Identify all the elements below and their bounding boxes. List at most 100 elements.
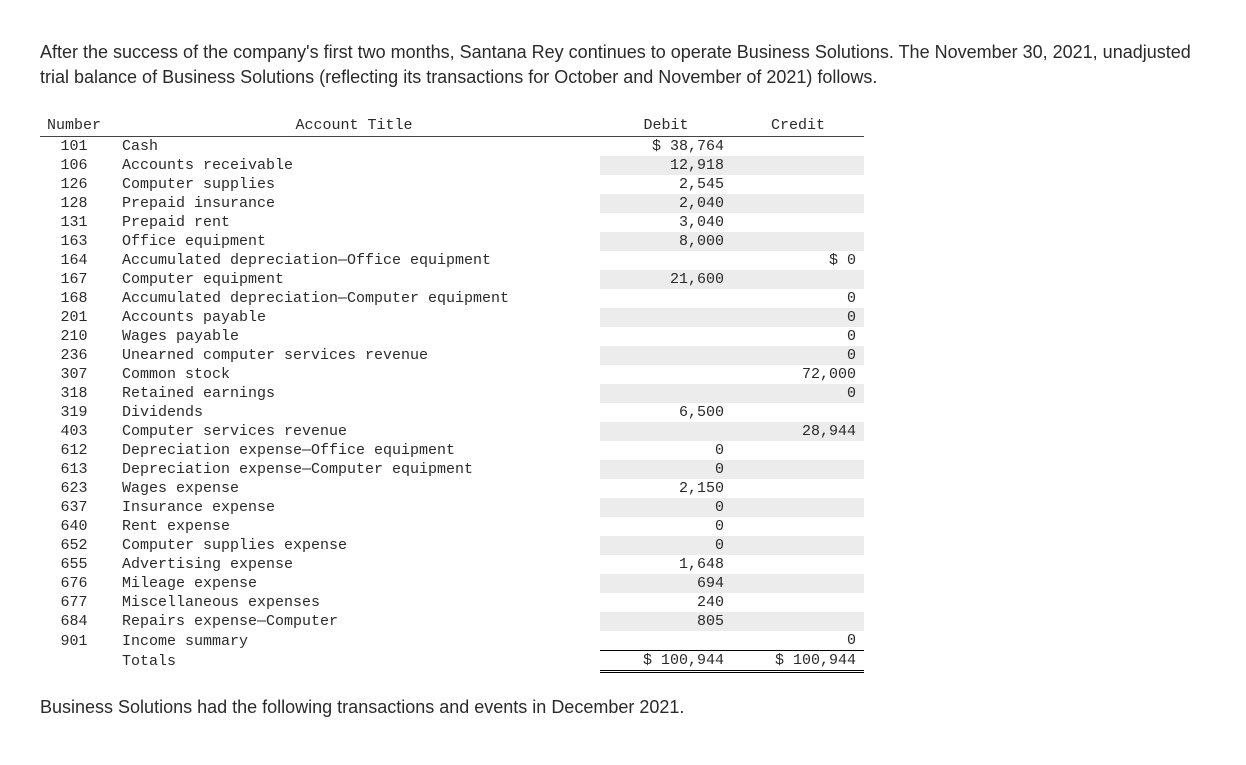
cell-number: 677	[40, 593, 108, 612]
cell-totals-debit: $ 100,944	[600, 651, 732, 672]
table-row: 167Computer equipment21,600	[40, 270, 864, 289]
cell-credit	[732, 441, 864, 460]
cell-account-title: Unearned computer services revenue	[108, 346, 600, 365]
cell-number: 901	[40, 631, 108, 651]
cell-account-title: Computer supplies	[108, 175, 600, 194]
cell-account-title: Prepaid insurance	[108, 194, 600, 213]
intro-paragraph: After the success of the company's first…	[40, 40, 1200, 90]
cell-account-title: Repairs expense—Computer	[108, 612, 600, 631]
cell-account-title: Insurance expense	[108, 498, 600, 517]
cell-number: 210	[40, 327, 108, 346]
cell-number: 613	[40, 460, 108, 479]
cell-debit: 1,648	[600, 555, 732, 574]
cell-number: 684	[40, 612, 108, 631]
cell-number: 623	[40, 479, 108, 498]
cell-totals-credit: $ 100,944	[732, 651, 864, 672]
cell-number: 307	[40, 365, 108, 384]
cell-account-title: Accounts payable	[108, 308, 600, 327]
cell-debit	[600, 308, 732, 327]
cell-credit	[732, 517, 864, 536]
cell-credit	[732, 593, 864, 612]
cell-credit	[732, 536, 864, 555]
table-row: 164Accumulated depreciation—Office equip…	[40, 251, 864, 270]
cell-credit	[732, 232, 864, 251]
cell-account-title: Depreciation expense—Computer equipment	[108, 460, 600, 479]
cell-debit: 240	[600, 593, 732, 612]
table-row: 652Computer supplies expense0	[40, 536, 864, 555]
cell-debit: 694	[600, 574, 732, 593]
cell-credit	[732, 479, 864, 498]
table-totals-row: Totals$ 100,944$ 100,944	[40, 651, 864, 672]
cell-debit: 0	[600, 517, 732, 536]
cell-credit: 0	[732, 289, 864, 308]
table-row: 163Office equipment8,000	[40, 232, 864, 251]
table-header-row: Number Account Title Debit Credit	[40, 114, 864, 137]
table-row: 168Accumulated depreciation—Computer equ…	[40, 289, 864, 308]
cell-debit: 0	[600, 498, 732, 517]
table-row: 676Mileage expense694	[40, 574, 864, 593]
cell-number: 676	[40, 574, 108, 593]
table-row: 106Accounts receivable12,918	[40, 156, 864, 175]
table-row: 307Common stock72,000	[40, 365, 864, 384]
col-header-debit: Debit	[600, 114, 732, 137]
cell-account-title: Rent expense	[108, 517, 600, 536]
table-row: 612Depreciation expense—Office equipment…	[40, 441, 864, 460]
cell-credit: 28,944	[732, 422, 864, 441]
cell-debit	[600, 384, 732, 403]
cell-credit	[732, 137, 864, 157]
cell-number: 319	[40, 403, 108, 422]
cell-credit	[732, 574, 864, 593]
cell-credit	[732, 156, 864, 175]
cell-number: 318	[40, 384, 108, 403]
cell-debit: 0	[600, 441, 732, 460]
cell-debit: 8,000	[600, 232, 732, 251]
cell-account-title: Miscellaneous expenses	[108, 593, 600, 612]
cell-account-title: Office equipment	[108, 232, 600, 251]
cell-number: 163	[40, 232, 108, 251]
cell-number: 167	[40, 270, 108, 289]
cell-account-title: Advertising expense	[108, 555, 600, 574]
cell-debit: 6,500	[600, 403, 732, 422]
cell-debit: 2,150	[600, 479, 732, 498]
cell-number: 403	[40, 422, 108, 441]
cell-debit	[600, 251, 732, 270]
cell-account-title: Computer services revenue	[108, 422, 600, 441]
table-row: 640Rent expense0	[40, 517, 864, 536]
cell-account-title: Computer equipment	[108, 270, 600, 289]
cell-debit: 12,918	[600, 156, 732, 175]
cell-account-title: Accumulated depreciation—Office equipmen…	[108, 251, 600, 270]
cell-account-title: Depreciation expense—Office equipment	[108, 441, 600, 460]
table-row: 201Accounts payable 0	[40, 308, 864, 327]
cell-credit	[732, 555, 864, 574]
table-row: 236Unearned computer services revenue 0	[40, 346, 864, 365]
table-row: 318Retained earnings0	[40, 384, 864, 403]
cell-account-title: Wages payable	[108, 327, 600, 346]
col-header-title: Account Title	[108, 114, 600, 137]
col-header-number: Number	[40, 114, 108, 137]
table-row: 684Repairs expense—Computer805	[40, 612, 864, 631]
cell-account-title: Prepaid rent	[108, 213, 600, 232]
table-row: 210Wages payable 0	[40, 327, 864, 346]
table-row: 131Prepaid rent3,040	[40, 213, 864, 232]
cell-number: 637	[40, 498, 108, 517]
cell-debit	[600, 346, 732, 365]
cell-number: 236	[40, 346, 108, 365]
cell-credit: 0	[732, 327, 864, 346]
table-row: 128Prepaid insurance2,040	[40, 194, 864, 213]
cell-credit: 0	[732, 384, 864, 403]
table-row: 901Income summary0	[40, 631, 864, 651]
table-row: 655Advertising expense1,648	[40, 555, 864, 574]
cell-debit	[600, 365, 732, 384]
cell-debit	[600, 327, 732, 346]
cell-number: 201	[40, 308, 108, 327]
cell-number: 652	[40, 536, 108, 555]
cell-number: 655	[40, 555, 108, 574]
cell-debit	[600, 631, 732, 651]
cell-account-title: Mileage expense	[108, 574, 600, 593]
cell-debit: 805	[600, 612, 732, 631]
table-row: 101Cash$ 38,764	[40, 137, 864, 157]
cell-credit: 0	[732, 346, 864, 365]
cell-credit: 0	[732, 308, 864, 327]
cell-credit	[732, 498, 864, 517]
cell-credit	[732, 194, 864, 213]
